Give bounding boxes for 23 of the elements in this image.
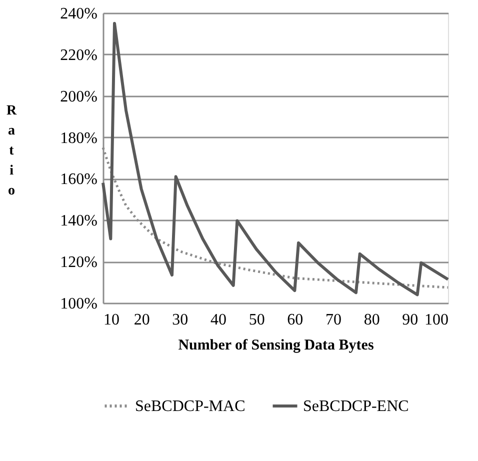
x-tick-label: 40 <box>210 312 226 328</box>
x-tick-label: 60 <box>287 312 304 328</box>
y-tick-label: 100% <box>60 296 98 312</box>
x-tick-label: 80 <box>364 312 380 328</box>
y-axis-title: Ratio <box>6 104 18 198</box>
y-tick-label: 140% <box>60 212 98 230</box>
legend-label: SeBCDCP-MAC <box>135 398 246 415</box>
y-tick-label: 180% <box>60 130 98 147</box>
y-tick-label: 240% <box>60 6 98 22</box>
x-tick-label: 30 <box>172 312 188 328</box>
x-tick-label: 50 <box>248 312 265 328</box>
x-axis-title: Number of Sensing Data Bytes <box>178 338 374 354</box>
x-tick-label: 70 <box>326 312 342 328</box>
y-tick-label: 120% <box>60 254 98 272</box>
y-tick-label: 220% <box>60 46 98 64</box>
x-tick-label: 20 <box>134 312 150 328</box>
y-tick-label: 200% <box>60 88 98 106</box>
line-series <box>102 22 450 296</box>
y-tick-label: 160% <box>60 171 98 188</box>
x-tick-label: 10 <box>104 312 120 328</box>
x-tick-label: 100 <box>424 312 448 328</box>
x-tick-label: 90 <box>402 312 418 328</box>
legend-label: SeBCDCP-ENC <box>303 398 409 415</box>
